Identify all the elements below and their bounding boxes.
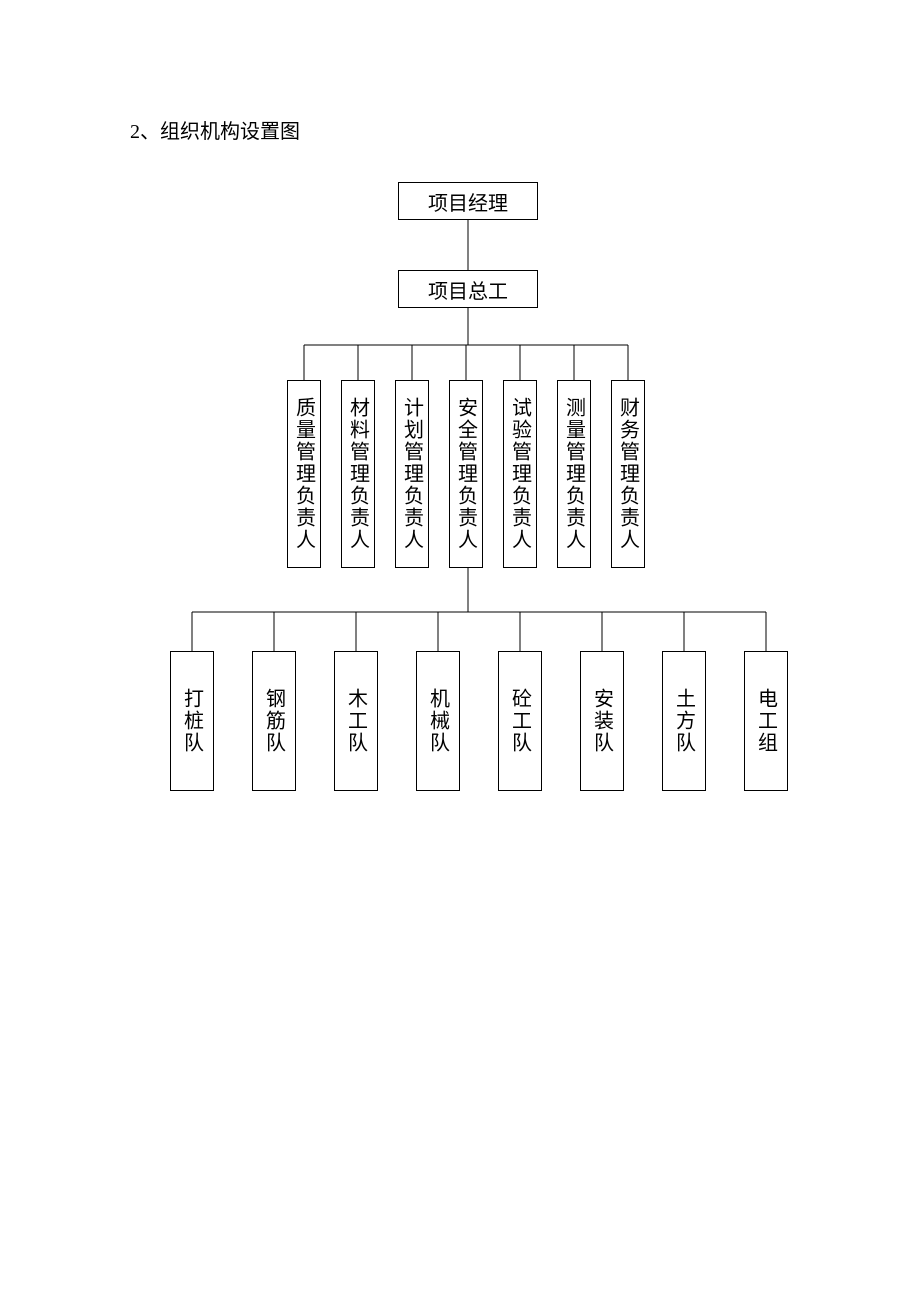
node-piling-team: 打桩队 (170, 651, 214, 791)
node-chief-engineer: 项目总工 (398, 270, 538, 308)
node-label: 试验管理负责人 (506, 397, 535, 551)
node-rebar-team: 钢筋队 (252, 651, 296, 791)
node-label: 测量管理负责人 (560, 397, 589, 551)
node-project-manager: 项目经理 (398, 182, 538, 220)
node-label: 电工组 (752, 688, 781, 754)
node-machinery-team: 机械队 (416, 651, 460, 791)
node-label: 安全管理负责人 (452, 397, 481, 551)
node-label: 质量管理负责人 (290, 397, 319, 551)
node-survey-mgr: 测量管理负责人 (557, 380, 591, 568)
node-label: 砼工队 (506, 688, 535, 754)
node-label: 项目总工 (428, 275, 508, 304)
node-label: 计划管理负责人 (398, 397, 427, 551)
node-label: 安装队 (588, 688, 617, 754)
node-label: 打桩队 (178, 688, 207, 754)
node-label: 土方队 (670, 688, 699, 754)
node-finance-mgr: 财务管理负责人 (611, 380, 645, 568)
node-label: 钢筋队 (260, 688, 289, 754)
node-earthwork-team: 土方队 (662, 651, 706, 791)
node-safety-mgr: 安全管理负责人 (449, 380, 483, 568)
node-electric-team: 电工组 (744, 651, 788, 791)
node-carpentry-team: 木工队 (334, 651, 378, 791)
node-label: 财务管理负责人 (614, 397, 643, 551)
node-label: 木工队 (342, 688, 371, 754)
node-label: 项目经理 (428, 187, 508, 216)
node-plan-mgr: 计划管理负责人 (395, 380, 429, 568)
node-label: 材料管理负责人 (344, 397, 373, 551)
node-test-mgr: 试验管理负责人 (503, 380, 537, 568)
node-concrete-team: 砼工队 (498, 651, 542, 791)
node-label: 机械队 (424, 688, 453, 754)
page-title: 2、组织机构设置图 (130, 115, 300, 144)
node-install-team: 安装队 (580, 651, 624, 791)
node-quality-mgr: 质量管理负责人 (287, 380, 321, 568)
node-material-mgr: 材料管理负责人 (341, 380, 375, 568)
